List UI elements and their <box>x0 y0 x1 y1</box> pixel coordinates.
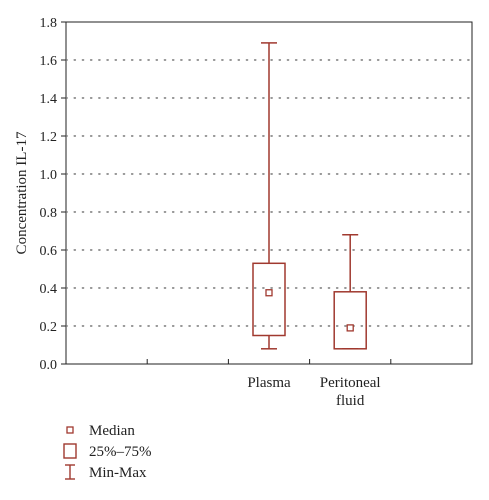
legend-label: Median <box>89 423 135 439</box>
iqr-box <box>333 291 367 350</box>
x-axis-ticks: Plasma Peritoneal fluid <box>146 359 392 409</box>
legend-whisker-icon <box>65 464 75 480</box>
y-tick-label: 0.2 <box>40 320 58 335</box>
legend: Median 25%–75% Min-Max <box>63 423 152 481</box>
box-series <box>252 42 367 350</box>
y-tick-label: 1.6 <box>40 54 58 69</box>
y-tick-label: 1.8 <box>40 16 58 31</box>
y-tick-label: 1.4 <box>40 92 58 107</box>
y-tick-label: 0.0 <box>40 358 58 373</box>
legend-label: 25%–75% <box>89 444 152 460</box>
y-axis-label: Concentration IL-17 <box>14 131 30 254</box>
iqr-box <box>252 262 286 337</box>
box-group <box>333 234 367 350</box>
y-tick-label: 1.0 <box>40 168 58 183</box>
y-tick-label: 1.2 <box>40 130 58 145</box>
x-category-label: Peritoneal <box>320 375 381 391</box>
y-tick-label: 0.8 <box>40 206 58 221</box>
median-marker <box>346 324 354 332</box>
y-axis-ticks: 0.0 0.2 0.4 0.6 0.8 1.0 1.2 1.4 1.6 1.8 <box>40 16 66 373</box>
legend-median-icon <box>66 426 74 434</box>
y-tick-label: 0.6 <box>40 244 58 259</box>
x-category-label: fluid <box>336 393 365 409</box>
plot-frame <box>65 21 473 365</box>
box-group <box>252 42 286 350</box>
legend-box-icon <box>63 443 77 459</box>
median-marker <box>265 289 273 297</box>
legend-label: Min-Max <box>89 465 147 481</box>
y-tick-label: 0.4 <box>40 282 58 297</box>
x-category-label: Plasma <box>247 375 291 391</box>
